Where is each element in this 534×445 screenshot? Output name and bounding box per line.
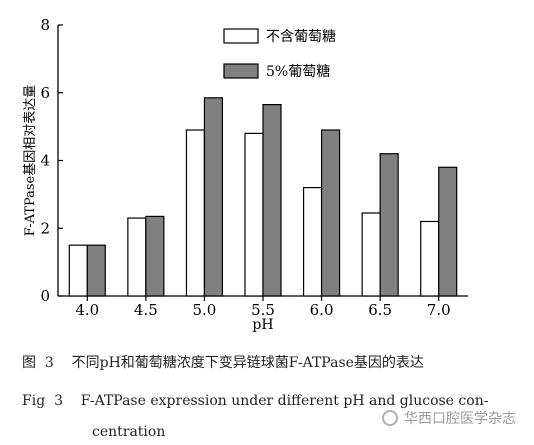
caption-en-number: 3 <box>54 393 63 409</box>
caption-zh-label: 图 <box>22 355 36 371</box>
bar-glucose-5pct <box>145 215 165 297</box>
x-tick-label: 6.5 <box>368 301 392 319</box>
caption-zh: 图 3 不同pH和葡萄糖浓度下变异链球菌F-ATPase基因的表达 <box>22 352 424 372</box>
bar-no-glucose <box>244 132 264 297</box>
y-tick-label: 8 <box>40 16 50 34</box>
x-tick-label: 5.0 <box>192 301 216 319</box>
y-axis-label: F-ATPase基因相对表达量 <box>23 85 38 236</box>
bar-glucose-5pct <box>86 244 106 297</box>
x-tick-label: 4.0 <box>75 301 99 319</box>
caption-zh-text: 不同pH和葡萄糖浓度下变异链球菌F-ATPase基因的表达 <box>71 355 424 371</box>
bar-no-glucose <box>361 212 381 297</box>
caption-en-text: F-ATPase expression under different pH a… <box>80 393 489 409</box>
y-tick-label: 4 <box>40 152 50 170</box>
x-axis-label: pH <box>252 317 273 333</box>
caption-en-continued: centration <box>92 424 166 440</box>
bar-chart: 0 2 4 6 8 4.0 4.5 5.0 5.5 6.0 6.5 7.0 pH F-ATPase基因相对… <box>23 16 468 333</box>
x-tick-label: 5.5 <box>251 301 275 319</box>
bar-glucose-5pct <box>203 97 224 297</box>
bar-glucose-5pct <box>320 129 341 297</box>
caption-zh-number: 3 <box>44 355 54 371</box>
plot-area: 0 2 4 6 8 4.0 4.5 5.0 5.5 6.0 6.5 7.0 pH F-ATPase基因相对… <box>23 16 468 333</box>
y-tick-label: 2 <box>40 219 50 237</box>
legend-label: 不含葡萄糖 <box>266 29 336 45</box>
y-tick-label: 6 <box>40 84 50 102</box>
caption-en-label: Fig <box>22 393 46 409</box>
legend-swatch <box>223 28 259 44</box>
y-tick-label: 0 <box>40 287 50 305</box>
bar-no-glucose <box>68 244 88 297</box>
x-tick-label: 7.0 <box>427 301 451 319</box>
bar-no-glucose <box>127 217 147 297</box>
bar-glucose-5pct <box>438 166 458 297</box>
x-tick-label: 4.5 <box>134 301 158 319</box>
watermark: 华西口腔医学杂志 <box>382 408 516 428</box>
caption-en: Fig 3 F-ATPase expression under differen… <box>22 393 488 409</box>
bar-glucose-5pct <box>262 104 282 297</box>
bar-no-glucose <box>302 187 323 297</box>
bar-no-glucose <box>420 220 440 297</box>
bar-glucose-5pct <box>379 153 399 297</box>
wechat-logo-icon <box>382 410 398 426</box>
bar-no-glucose <box>185 129 206 297</box>
legend-label: 5%葡萄糖 <box>266 64 330 80</box>
x-tick-label: 6.0 <box>310 301 334 319</box>
watermark-text: 华西口腔医学杂志 <box>404 411 516 427</box>
legend-swatch <box>223 63 259 79</box>
